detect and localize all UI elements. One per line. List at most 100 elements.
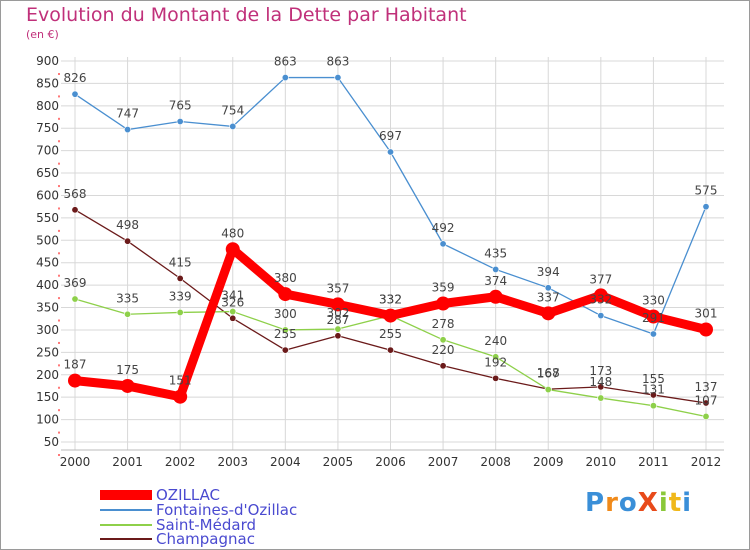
- data-label: 168: [537, 366, 560, 380]
- data-point: [386, 346, 394, 354]
- data-label: 337: [537, 290, 560, 304]
- data-label: 394: [537, 265, 560, 279]
- data-label: 435: [484, 246, 507, 260]
- data-label: 300: [274, 307, 297, 321]
- legend-swatch-saint-medard: [100, 524, 152, 526]
- data-point: [176, 308, 184, 316]
- data-point: [124, 126, 132, 134]
- brand-logo: ProXiti: [585, 488, 693, 518]
- data-label: 173: [589, 364, 612, 378]
- data-point: [649, 402, 657, 410]
- legend-item-saint-medard: Saint-Médard: [100, 517, 256, 533]
- legend-item-fontaines: Fontaines-d'Ozillac: [100, 502, 297, 518]
- chart-title: Evolution du Montant de la Dette par Hab…: [26, 4, 467, 26]
- data-point: [597, 394, 605, 402]
- data-label: 175: [116, 363, 139, 377]
- data-label: 415: [169, 255, 192, 269]
- data-label: 301: [695, 306, 718, 320]
- data-label: 480: [221, 226, 244, 240]
- data-label: 377: [589, 272, 612, 286]
- legend-label-fontaines: Fontaines-d'Ozillac: [156, 500, 298, 519]
- data-point: [492, 353, 500, 361]
- y-tick-label: 700: [36, 144, 59, 158]
- data-point: [439, 240, 447, 248]
- data-label: 863: [274, 55, 297, 69]
- data-point: [281, 346, 289, 354]
- y-tick-label: 100: [36, 413, 59, 427]
- data-point: [225, 242, 240, 257]
- data-point: [646, 309, 661, 324]
- data-label: 332: [379, 293, 402, 307]
- legend-label-champagnac: Champagnac: [156, 529, 255, 548]
- data-label: 380: [274, 271, 297, 285]
- data-label: 151: [169, 374, 192, 388]
- data-point: [334, 325, 342, 333]
- data-point: [281, 74, 289, 82]
- data-label: 492: [432, 221, 455, 235]
- data-label: 575: [695, 184, 718, 198]
- data-point: [702, 203, 710, 211]
- x-tick-label: 2007: [428, 455, 459, 469]
- data-label: 568: [64, 187, 87, 201]
- data-point: [334, 74, 342, 82]
- data-label: 339: [169, 289, 192, 303]
- data-label: 697: [379, 129, 402, 143]
- data-label: 374: [484, 274, 507, 288]
- x-tick-label: 2004: [270, 455, 301, 469]
- data-point: [702, 399, 710, 407]
- legend-label-ozillac: OZILLAC: [156, 485, 221, 504]
- y-tick-label: 150: [36, 390, 59, 404]
- x-tick-label: 2006: [375, 455, 406, 469]
- data-label: 192: [484, 355, 507, 369]
- y-tick-label: 750: [36, 121, 59, 135]
- data-point: [124, 310, 132, 318]
- data-point: [492, 374, 500, 382]
- legend-swatch-champagnac: [100, 538, 152, 540]
- y-tick-label: 550: [36, 211, 59, 225]
- x-tick-label: 2002: [165, 455, 196, 469]
- data-point: [229, 308, 237, 316]
- chart-subtitle: (en €): [26, 28, 59, 41]
- data-point: [439, 336, 447, 344]
- data-label: 335: [116, 291, 139, 305]
- data-point: [281, 326, 289, 334]
- data-label: 287: [326, 313, 349, 327]
- data-label: 155: [642, 372, 665, 386]
- data-label: 341: [221, 289, 244, 303]
- data-label: 863: [326, 55, 349, 69]
- data-point: [71, 206, 79, 214]
- data-label: 291: [642, 311, 665, 325]
- data-label: 220: [432, 343, 455, 357]
- data-point: [330, 297, 345, 312]
- data-label: 137: [695, 380, 718, 394]
- data-point: [176, 118, 184, 126]
- data-point: [544, 284, 552, 292]
- data-point: [439, 362, 447, 370]
- data-label: 747: [116, 107, 139, 121]
- data-label: 765: [169, 99, 192, 113]
- y-tick-label: 500: [36, 233, 59, 247]
- data-point: [71, 90, 79, 98]
- data-point: [176, 274, 184, 282]
- data-point: [278, 287, 293, 302]
- data-label: 107: [695, 393, 718, 407]
- y-tick-label: 300: [36, 323, 59, 337]
- x-tick-label: 2012: [691, 455, 722, 469]
- data-label: 754: [221, 103, 244, 117]
- data-label: 302: [326, 306, 349, 320]
- data-point: [702, 412, 710, 420]
- data-point: [597, 312, 605, 320]
- data-label: 359: [432, 280, 455, 294]
- data-label: 167: [537, 367, 560, 381]
- x-tick-label: 2000: [60, 455, 91, 469]
- data-point: [541, 306, 556, 321]
- x-tick-label: 2009: [533, 455, 564, 469]
- data-label: 148: [589, 375, 612, 389]
- y-tick-label: 400: [36, 278, 59, 292]
- legend-item-ozillac: OZILLAC: [100, 487, 220, 503]
- data-point: [124, 237, 132, 245]
- data-label: 187: [64, 358, 87, 372]
- legend-swatch-ozillac: [100, 490, 152, 500]
- y-tick-label: 250: [36, 345, 59, 359]
